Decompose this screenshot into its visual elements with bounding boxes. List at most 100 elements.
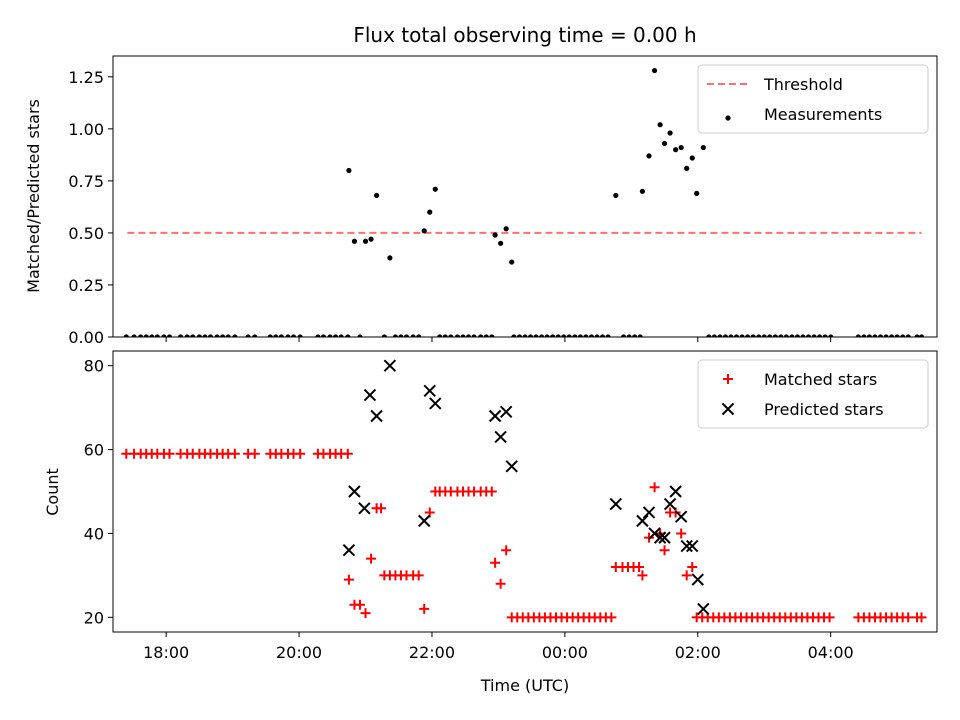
measurement-point [728,334,734,337]
measurement-point [599,334,606,337]
measurement-point [918,334,925,337]
measurement-point [362,238,369,244]
measurement-point [267,334,273,337]
measurement-point [605,334,611,337]
measurement-point [678,144,684,151]
measurement-point [651,67,658,74]
predicted-star-point [423,384,436,398]
measurement-point [489,334,495,337]
legend-label: Predicted stars [764,400,884,419]
matched-star-point [229,448,240,459]
matched-star-point [249,448,260,459]
top-y-tick-label: 1.00 [68,120,104,139]
predicted-star-point [658,531,671,544]
measurement-point [297,334,303,337]
bottom-legend-box [697,359,929,429]
measurement-point [684,165,690,171]
measurement-point [817,334,823,337]
measurement-point [800,334,806,337]
measurement-point [368,236,374,242]
top-axes-frame [112,55,938,338]
measurement-point [527,334,534,337]
measurement-point [432,186,438,192]
predicted-star-point [499,405,513,419]
measurement-point [403,334,410,337]
measurement-point [387,255,393,261]
measurement-point [550,334,556,337]
x-tick-label: 20:00 [276,643,322,662]
measurement-point [285,334,291,337]
measurement-point [544,334,550,337]
legend-label: Threshold [763,75,843,94]
measurement-point [273,334,279,337]
measurement-point [471,334,477,337]
measurement-point [123,334,129,337]
top-y-axis-label: Matched/Predicted stars [24,99,43,293]
measurement-point [539,334,545,337]
predicted-star-point [653,531,667,544]
measurement-point [252,334,258,337]
matched-star-point [366,553,377,564]
measurement-point [373,192,380,199]
measurement-point [805,334,812,337]
measurement-point [894,334,900,337]
measurement-point [511,334,517,337]
matched-star-point [486,486,497,497]
bottom-marks [121,359,927,623]
measurement-point [767,334,773,337]
measurement-point [583,334,589,337]
legend-label: Measurements [764,105,882,124]
measurement-point [498,240,504,246]
x-tick-label: 04:00 [808,643,854,662]
measurement-point [454,334,461,337]
matched-star-point [343,574,354,585]
measurement-point [632,334,638,337]
predicted-star-point [636,514,649,528]
measurement-point [761,334,767,337]
measurement-point [232,334,238,337]
measurement-point [202,334,208,337]
measurement-point [745,334,751,337]
measurement-point [861,334,867,337]
bottom-plot: 18:00 20:00 22:00 00:00 02:00 04:00 20 40 60 80 Ma… [84,350,938,662]
measurement-point [492,232,498,238]
measurement-point [689,155,695,161]
measurement-point [351,238,358,244]
measurement-point [667,130,673,136]
measurement-point [811,334,817,337]
measurement-point [566,334,572,337]
measurement-point [509,259,515,265]
measurement-point [278,334,284,337]
measurement-point [381,334,387,337]
measurement-point [822,334,828,337]
measurement-point [783,334,789,337]
predicted-star-point [680,539,693,553]
measurement-point [442,334,448,337]
x-tick-label: 02:00 [675,643,721,662]
measurement-point [778,334,784,337]
bottom-axes-frame [112,350,938,633]
measurement-point [327,334,333,337]
matched-star-point [606,612,617,623]
measurement-point [533,334,539,337]
measurement-point [290,334,297,337]
measurement-point [711,334,717,337]
measurement-point [739,334,745,337]
measurement-point [572,334,578,337]
measurement-point [717,334,723,337]
matched-star-point [501,545,512,556]
measurement-point [855,334,861,337]
measurement-point [154,334,160,337]
top-y-tick-label: 0.00 [68,328,104,347]
measurement-point [166,334,173,337]
measurement-point [346,167,352,174]
matched-star-point [649,482,660,493]
measurement-point [706,334,712,337]
x-tick-label: 00:00 [542,643,588,662]
matched-star-point [824,612,835,623]
predicted-star-point [383,359,397,372]
measurement-point [577,334,583,337]
measurement-point [161,334,167,337]
matched-star-point [360,608,371,619]
